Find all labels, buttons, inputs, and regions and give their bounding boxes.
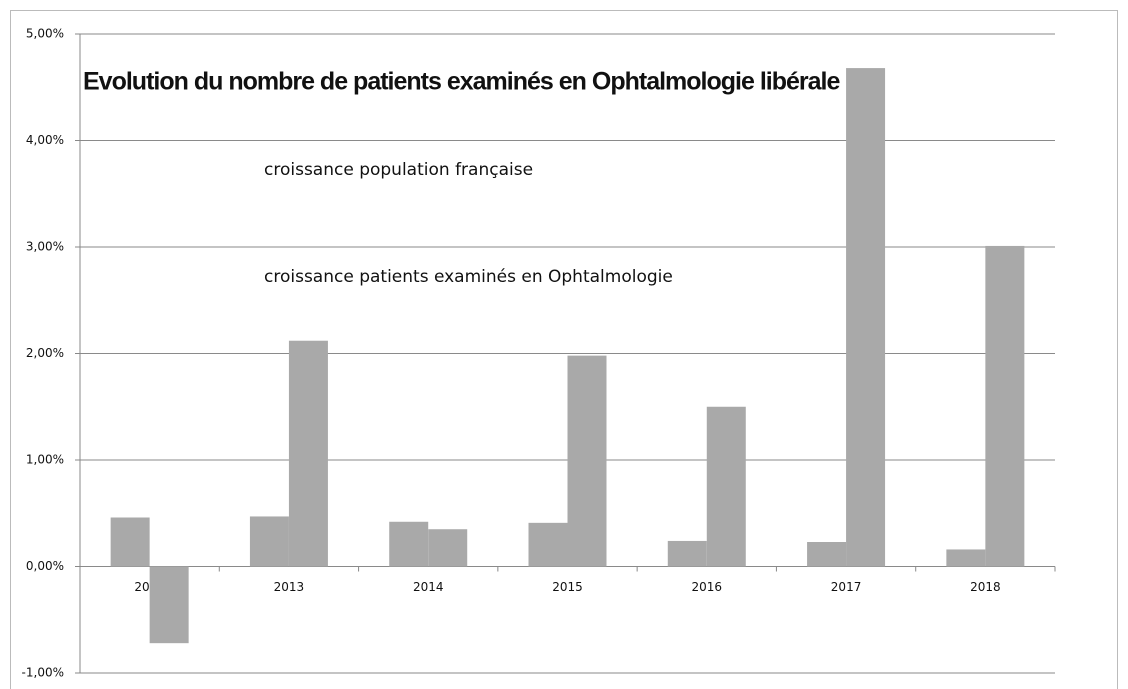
x-tick-label: 2014: [413, 580, 444, 594]
bar: [985, 245, 1025, 567]
y-tick-label: 4,00%: [26, 133, 64, 147]
x-tick-label: 2017: [831, 580, 862, 594]
y-tick-label: 3,00%: [26, 240, 64, 254]
bar: [667, 540, 707, 567]
frame: [10, 10, 1118, 689]
legend-entry: croissance patients examinés en Ophtalmo…: [264, 267, 673, 287]
bar: [946, 549, 986, 567]
bar: [110, 517, 150, 567]
y-tick-label: -1,00%: [22, 666, 64, 680]
x-tick-label: 2018: [970, 580, 1001, 594]
bar: [807, 542, 847, 567]
bar: [846, 68, 886, 567]
bar: [249, 516, 289, 567]
x-tick-label: 2015: [552, 580, 583, 594]
y-tick-label: 2,00%: [26, 346, 64, 360]
bar: [567, 355, 607, 567]
bar: [428, 529, 468, 567]
y-tick-label: 5,00%: [26, 27, 64, 41]
bar: [149, 566, 189, 644]
chart-title: Evolution du nombre de patients examinés…: [83, 68, 840, 96]
y-tick-label: 0,00%: [26, 559, 64, 573]
bar: [706, 406, 746, 567]
bar: [389, 521, 429, 567]
x-tick-label: 2013: [274, 580, 305, 594]
bar: [288, 340, 328, 567]
x-tick-label: 2016: [692, 580, 723, 594]
y-tick-label: 1,00%: [26, 453, 64, 467]
bar: [528, 522, 568, 567]
legend-entry: croissance population française: [264, 160, 533, 180]
